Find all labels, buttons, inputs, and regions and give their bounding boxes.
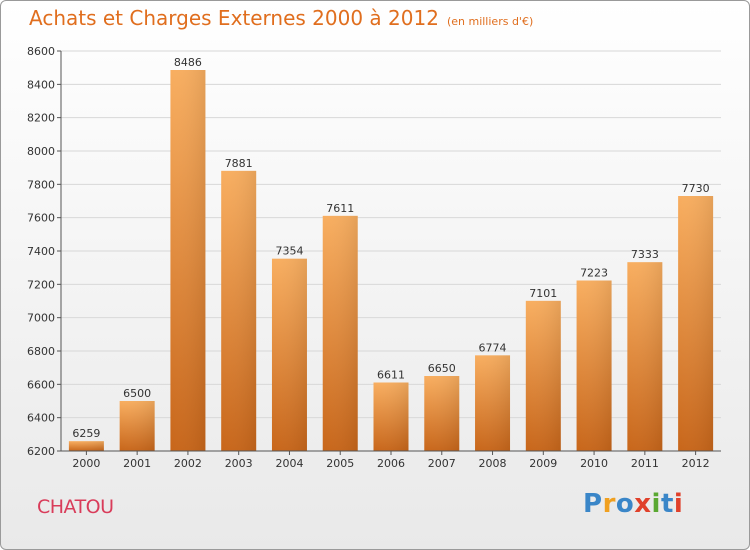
- bar-shade: [627, 262, 663, 451]
- data-label: 7881: [225, 157, 253, 170]
- y-tick-label: 7400: [27, 245, 55, 258]
- x-tick-label: 2001: [123, 457, 151, 470]
- axis-layer: 6200 6400 6600 6800 7000 7200 7400 7600 7800 8000…: [27, 45, 721, 470]
- proxiti-logo: Proxiti: [583, 489, 683, 519]
- x-tick-label: 2006: [377, 457, 405, 470]
- bar-shade: [322, 215, 358, 451]
- data-label: 6650: [428, 362, 456, 375]
- bar-shade: [373, 382, 409, 451]
- bar-shade: [271, 258, 307, 451]
- y-tick-label: 8400: [27, 78, 55, 91]
- y-tick-label: 7800: [27, 178, 55, 191]
- y-tick-label: 8600: [27, 45, 55, 58]
- y-tick-label: 6200: [27, 445, 55, 458]
- data-label: 7101: [529, 287, 557, 300]
- bar-shade: [221, 170, 257, 452]
- bar-shade: [119, 401, 155, 451]
- logo-letter: r: [602, 489, 616, 519]
- logo-letter: t: [660, 489, 674, 519]
- data-label: 8486: [174, 56, 202, 69]
- y-tick-label: 7600: [27, 212, 55, 225]
- logo-letter: o: [615, 489, 635, 519]
- x-tick-label: 2011: [631, 457, 659, 470]
- x-tick-label: 2007: [428, 457, 456, 470]
- y-tick-label: 6400: [27, 412, 55, 425]
- commune-name: CHATOU: [37, 496, 114, 518]
- data-label: 6500: [123, 387, 151, 400]
- y-tick-label: 7000: [27, 312, 55, 325]
- x-tick-label: 2002: [174, 457, 202, 470]
- bar-shade: [678, 196, 714, 451]
- logo-letter: P: [583, 489, 603, 519]
- data-label: 6611: [377, 369, 405, 382]
- data-label: 7354: [275, 245, 303, 258]
- chart-subtitle: (en milliers d'€): [446, 15, 534, 28]
- bar-shade: [424, 376, 460, 451]
- bar-shade: [475, 355, 511, 451]
- y-tick-label: 8000: [27, 145, 55, 158]
- x-tick-label: 2010: [580, 457, 608, 470]
- y-tick-label: 6600: [27, 378, 55, 391]
- data-label: 7333: [631, 248, 659, 261]
- x-tick-label: 2005: [326, 457, 354, 470]
- bar-shade: [68, 441, 104, 451]
- chart-title-text: Achats et Charges Externes 2000 à 2012: [29, 6, 439, 30]
- x-tick-label: 2000: [72, 457, 100, 470]
- x-tick-label: 2008: [479, 457, 507, 470]
- y-tick-label: 7200: [27, 278, 55, 291]
- x-tick-label: 2003: [225, 457, 253, 470]
- data-label: 6259: [72, 427, 100, 440]
- logo-letter: i: [673, 489, 684, 519]
- data-label: 7730: [682, 182, 710, 195]
- x-tick-label: 2009: [529, 457, 557, 470]
- logo-letter: x: [634, 489, 652, 519]
- bars-layer: [68, 70, 714, 452]
- x-tick-label: 2012: [682, 457, 710, 470]
- x-tick-label: 2004: [275, 457, 303, 470]
- bar-shade: [576, 280, 612, 451]
- y-tick-label: 8200: [27, 112, 55, 125]
- data-label: 7223: [580, 267, 608, 280]
- labels-layer: 6259 6500 8486 7881 7354 7611 6611 6650 6774 7101…: [72, 56, 709, 440]
- bar-shade: [525, 300, 561, 451]
- logo-letter: i: [651, 489, 661, 519]
- data-label: 7611: [326, 202, 354, 215]
- chart-title: Achats et Charges Externes 2000 à 2012 (e…: [29, 6, 533, 30]
- y-tick-label: 6800: [27, 345, 55, 358]
- data-label: 6774: [479, 341, 507, 354]
- bar-shade: [170, 70, 206, 451]
